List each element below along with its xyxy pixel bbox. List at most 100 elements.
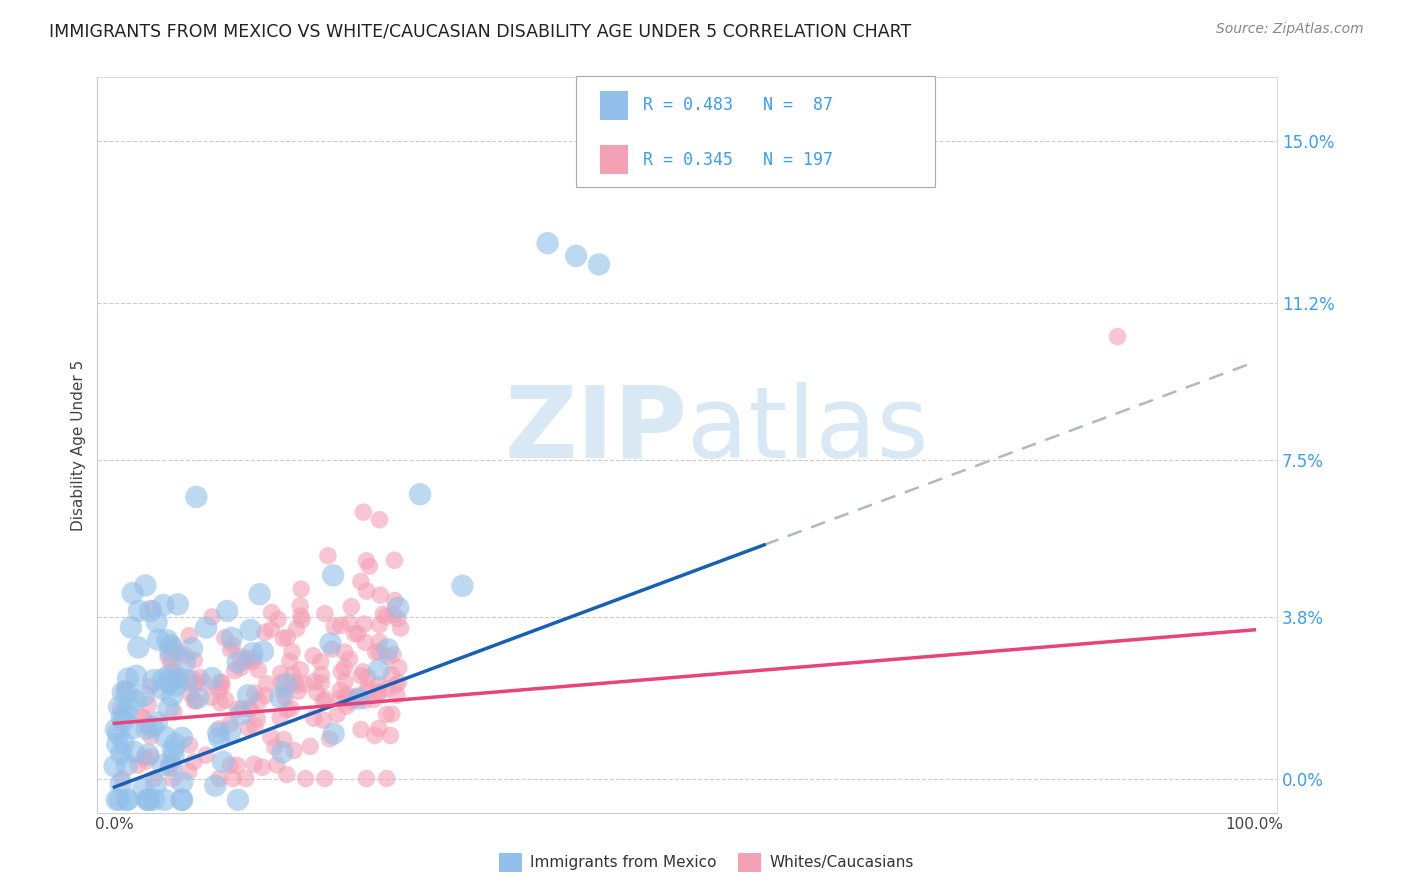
Point: [121, 586, 143, 600]
Point: [273, 732, 295, 747]
Point: [152, 681, 174, 696]
Point: [136, 793, 159, 807]
Point: [115, 686, 138, 700]
Point: [239, 700, 262, 714]
Point: [281, 645, 304, 659]
Point: [226, 793, 249, 807]
Point: [283, 674, 305, 689]
Text: IMMIGRANTS FROM MEXICO VS WHITE/CAUCASIAN DISABILITY AGE UNDER 5 CORRELATION CHA: IMMIGRANTS FROM MEXICO VS WHITE/CAUCASIA…: [49, 22, 911, 40]
Point: [356, 584, 378, 599]
Point: [278, 654, 301, 668]
Point: [217, 604, 239, 618]
Point: [167, 598, 190, 612]
Point: [152, 672, 174, 686]
Point: [305, 685, 328, 699]
Point: [333, 660, 356, 674]
Point: [271, 632, 294, 646]
Point: [108, 699, 131, 714]
Point: [131, 711, 153, 725]
Point: [117, 793, 139, 807]
Point: [312, 693, 335, 707]
Point: [347, 691, 370, 706]
Point: [354, 693, 377, 707]
Point: [214, 631, 236, 645]
Point: [294, 772, 316, 786]
Point: [183, 653, 205, 667]
Point: [323, 619, 346, 633]
Point: [219, 642, 242, 657]
Point: [373, 607, 395, 622]
Point: [152, 757, 174, 772]
Point: [246, 712, 269, 726]
Point: [283, 743, 305, 757]
Point: [350, 574, 373, 589]
Point: [219, 716, 242, 731]
Point: [291, 613, 314, 627]
Point: [160, 758, 183, 772]
Point: [238, 721, 260, 735]
Text: Whites/Caucasians: Whites/Caucasians: [769, 855, 914, 870]
Point: [139, 680, 162, 694]
Point: [219, 758, 242, 772]
Point: [221, 631, 243, 645]
Point: [260, 622, 283, 636]
Point: [229, 649, 252, 664]
Point: [159, 674, 181, 689]
Point: [212, 755, 235, 769]
Point: [276, 677, 298, 691]
Point: [367, 722, 389, 736]
Point: [270, 666, 292, 681]
Point: [156, 633, 179, 648]
Point: [111, 710, 134, 724]
Point: [368, 634, 391, 648]
Point: [314, 607, 336, 621]
Point: [236, 688, 259, 702]
Point: [127, 640, 149, 655]
Point: [120, 620, 142, 634]
Point: [132, 711, 155, 725]
Point: [207, 726, 229, 740]
Point: [165, 671, 187, 685]
Point: [368, 685, 391, 699]
Point: [290, 609, 312, 624]
Point: [114, 706, 136, 721]
Point: [166, 646, 188, 660]
Point: [357, 681, 380, 695]
Point: [201, 671, 224, 685]
Point: [219, 724, 242, 739]
Point: [344, 690, 367, 704]
Point: [352, 505, 374, 519]
Point: [173, 648, 195, 663]
Point: [135, 722, 157, 736]
Point: [243, 757, 266, 772]
Point: [222, 772, 245, 786]
Point: [235, 651, 257, 665]
Point: [314, 692, 336, 706]
Point: [193, 675, 215, 690]
Point: [122, 745, 145, 759]
Point: [132, 689, 155, 703]
Point: [235, 772, 257, 786]
Point: [330, 665, 353, 679]
Point: [157, 759, 180, 773]
Point: [243, 686, 266, 700]
Point: [243, 719, 266, 733]
Point: [136, 793, 159, 807]
Point: [260, 730, 283, 744]
Point: [105, 793, 128, 807]
Point: [143, 772, 166, 786]
Point: [274, 690, 297, 704]
Point: [242, 651, 264, 665]
Point: [211, 675, 233, 690]
Point: [347, 691, 370, 706]
Point: [276, 767, 298, 781]
Point: [112, 736, 135, 750]
Text: R = 0.345   N = 197: R = 0.345 N = 197: [643, 151, 832, 169]
Point: [343, 626, 366, 640]
Point: [249, 587, 271, 601]
Point: [276, 702, 298, 716]
Point: [384, 553, 406, 567]
Point: [229, 707, 252, 722]
Point: [252, 644, 274, 658]
Point: [181, 641, 204, 656]
